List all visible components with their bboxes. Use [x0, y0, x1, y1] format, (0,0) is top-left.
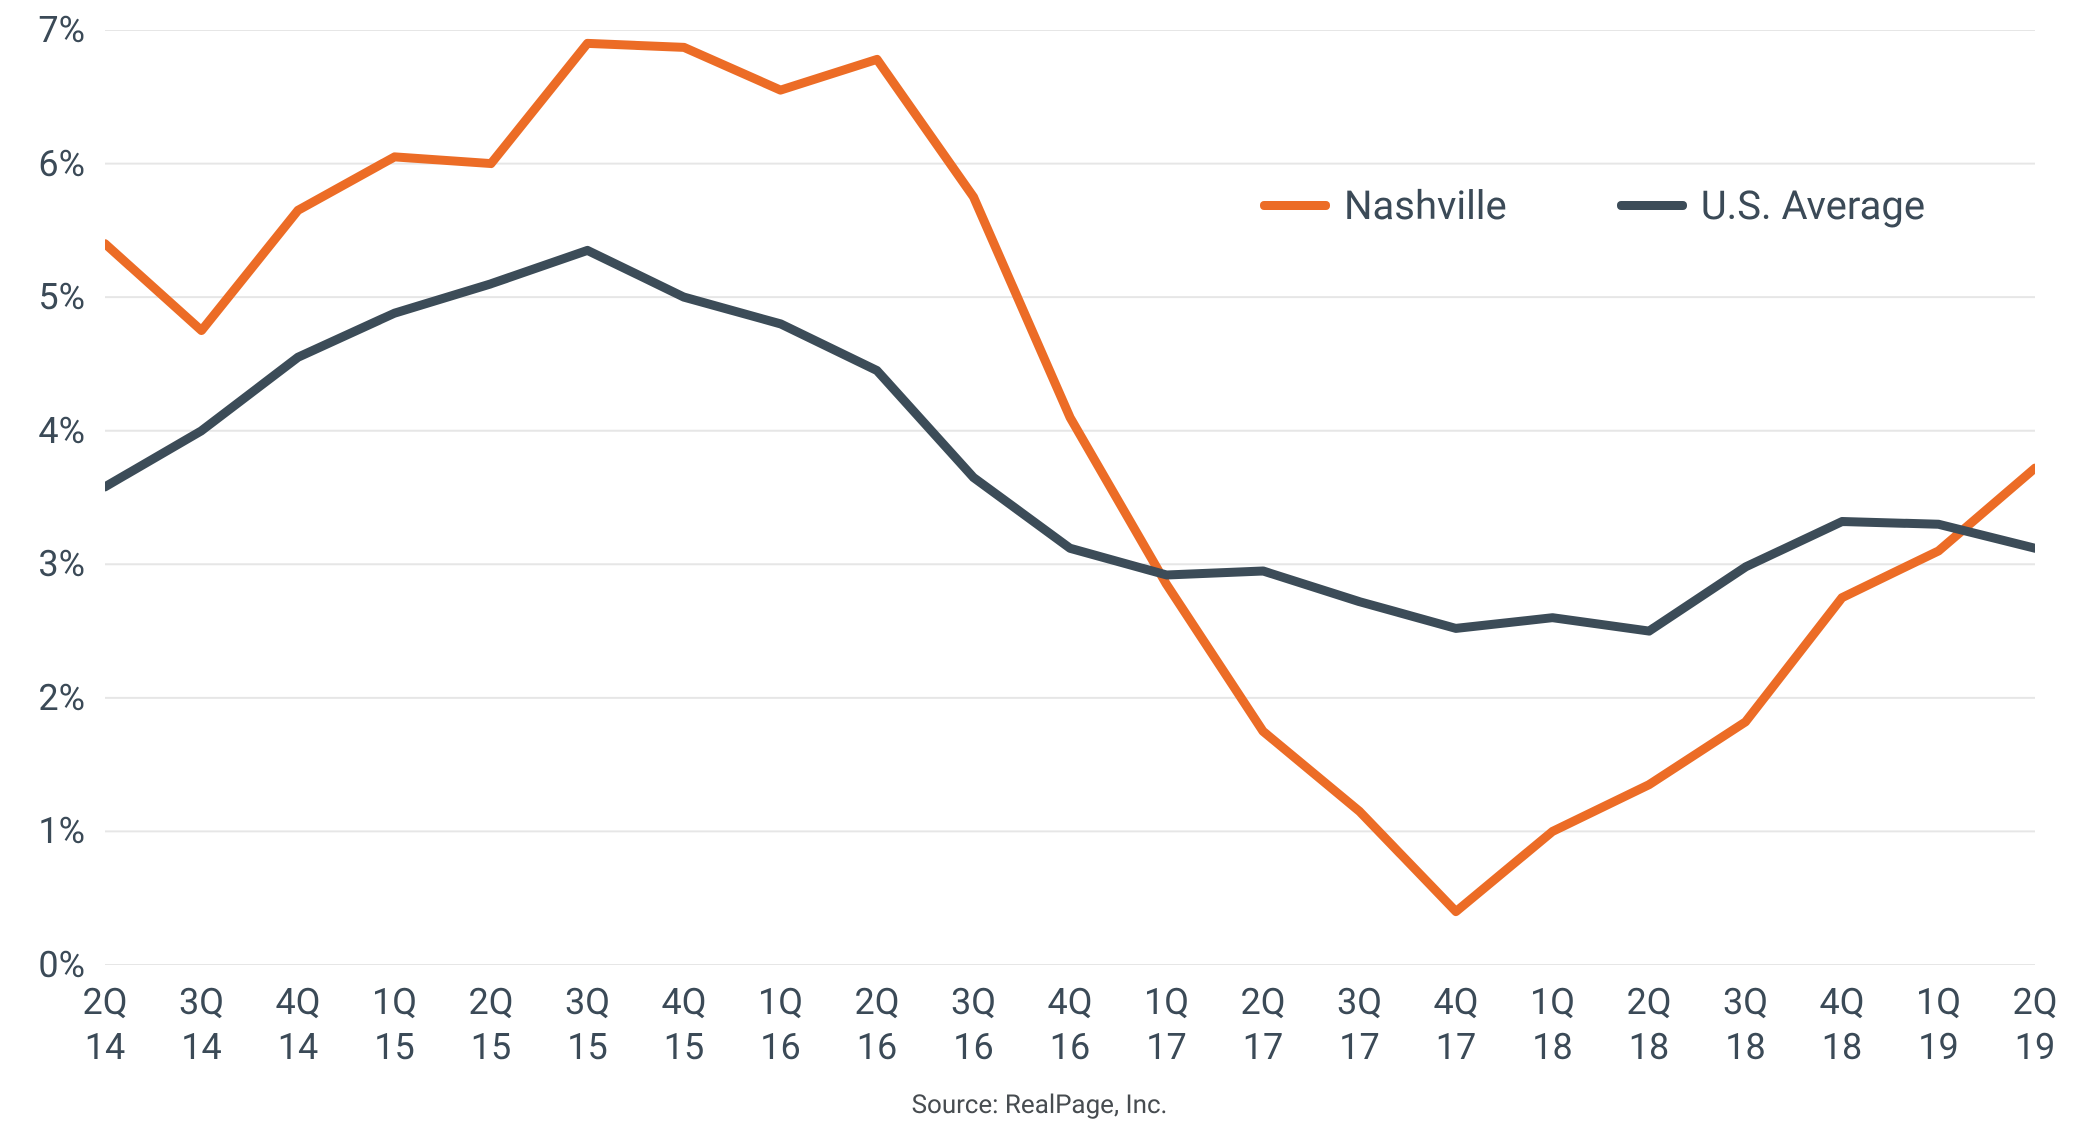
legend: Nashville U.S. Average	[1260, 182, 1925, 229]
x-tick-label: 4Q 16	[1048, 980, 1093, 1070]
line-chart: 0% 1% 2% 3% 4% 5% 6% 7% Nashville U.S. Average 2…	[0, 0, 2079, 1123]
y-tick-label: 0%	[0, 944, 85, 986]
x-tick-label: 4Q 15	[662, 980, 707, 1070]
y-tick-label: 1%	[0, 810, 85, 852]
x-tick-label: 2Q 17	[1241, 980, 1286, 1070]
legend-label: U.S. Average	[1701, 182, 1925, 229]
x-tick-label: 4Q 18	[1820, 980, 1865, 1070]
x-tick-label: 2Q 16	[855, 980, 900, 1070]
x-tick-label: 4Q 14	[276, 980, 321, 1070]
x-tick-label: 3Q 18	[1723, 980, 1768, 1070]
legend-label: Nashville	[1344, 182, 1507, 229]
y-tick-label: 4%	[0, 410, 85, 452]
x-tick-label: 1Q 18	[1530, 980, 1575, 1070]
x-tick-label: 3Q 16	[951, 980, 996, 1070]
legend-swatch	[1617, 201, 1687, 210]
source-text: Source: RealPage, Inc.	[0, 1090, 2079, 1120]
x-tick-label: 2Q 15	[469, 980, 514, 1070]
y-axis-labels: 0% 1% 2% 3% 4% 5% 6% 7%	[0, 0, 85, 1123]
plot-svg	[105, 30, 2035, 965]
x-tick-label: 3Q 14	[179, 980, 224, 1070]
series-line	[105, 250, 2035, 631]
plot-area	[105, 30, 2035, 965]
x-tick-label: 1Q 19	[1916, 980, 1961, 1070]
x-tick-label: 2Q 14	[83, 980, 128, 1070]
x-tick-label: 1Q 16	[758, 980, 803, 1070]
x-tick-label: 3Q 15	[565, 980, 610, 1070]
legend-item: U.S. Average	[1617, 182, 1925, 229]
y-tick-label: 7%	[0, 9, 85, 51]
series-line	[105, 43, 2035, 911]
y-tick-label: 5%	[0, 276, 85, 318]
y-tick-label: 6%	[0, 143, 85, 185]
y-tick-label: 3%	[0, 543, 85, 585]
x-tick-label: 3Q 17	[1337, 980, 1382, 1070]
x-tick-label: 2Q 19	[2013, 980, 2058, 1070]
x-axis-labels: 2Q 143Q 144Q 141Q 152Q 153Q 154Q 151Q 16…	[105, 980, 2035, 1080]
x-tick-label: 4Q 17	[1434, 980, 1479, 1070]
legend-swatch	[1260, 201, 1330, 210]
x-tick-label: 2Q 18	[1627, 980, 1672, 1070]
y-tick-label: 2%	[0, 677, 85, 719]
x-tick-label: 1Q 17	[1144, 980, 1189, 1070]
x-tick-label: 1Q 15	[372, 980, 417, 1070]
legend-item: Nashville	[1260, 182, 1507, 229]
